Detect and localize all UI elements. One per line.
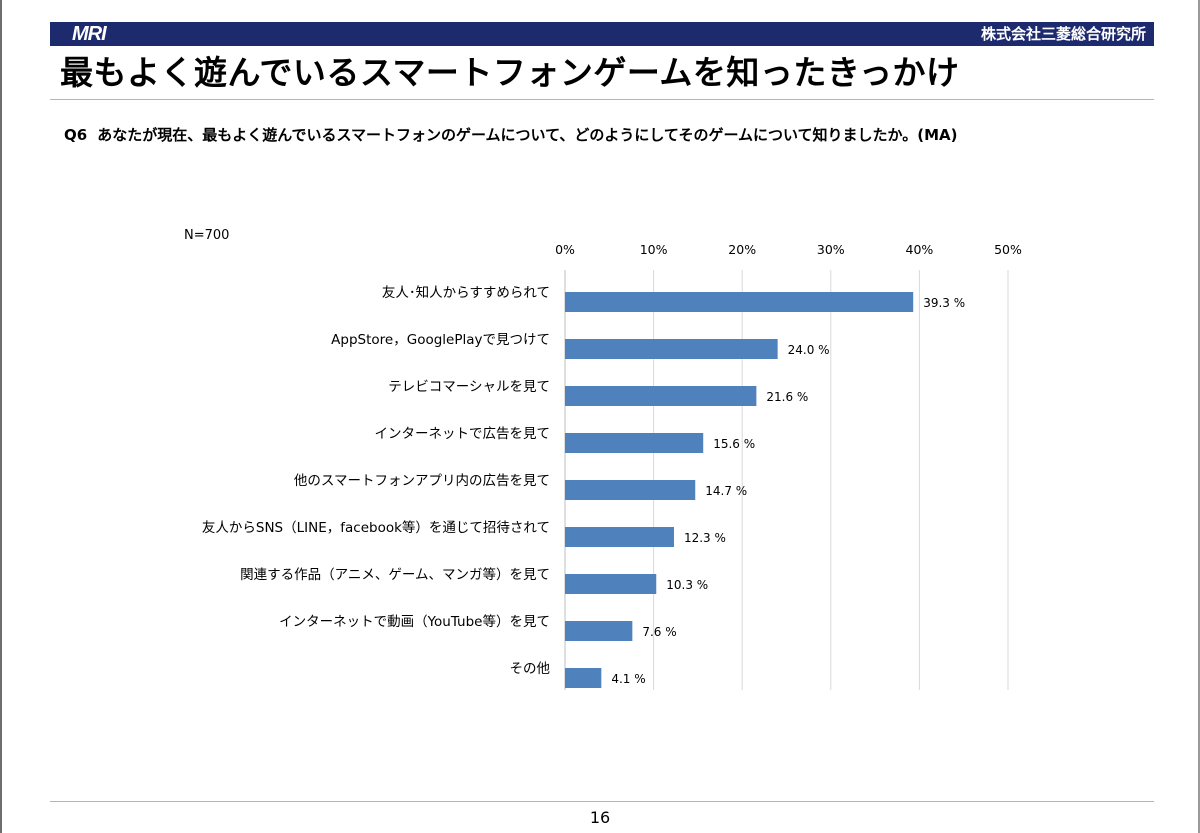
question-number: Q6 bbox=[64, 126, 88, 144]
bar bbox=[565, 480, 696, 500]
bar bbox=[565, 433, 704, 453]
page-border-right bbox=[1198, 0, 1200, 833]
bar bbox=[565, 339, 778, 359]
category-label: インターネットで動画（YouTube等）を見て bbox=[279, 613, 550, 630]
bar bbox=[565, 574, 657, 594]
company-name: 株式会社三菱総合研究所 bbox=[980, 25, 1146, 43]
question-text: あなたが現在、最もよく遊んでいるスマートフォンのゲームについて、どのようにしてそ… bbox=[97, 126, 958, 144]
value-label: 14.7 % bbox=[705, 484, 747, 498]
bar bbox=[565, 292, 914, 312]
x-tick-label: 20% bbox=[728, 242, 756, 257]
value-label: 39.3 % bbox=[923, 296, 965, 310]
page-border-left bbox=[0, 0, 2, 833]
x-tick-label: 0% bbox=[555, 242, 575, 257]
category-label: インターネットで広告を見て bbox=[375, 426, 551, 442]
footer-divider bbox=[50, 801, 1154, 802]
bar bbox=[565, 621, 633, 641]
category-label: 友人･知人からすすめられて bbox=[382, 284, 550, 301]
value-label: 4.1 % bbox=[611, 672, 645, 686]
value-label: 12.3 % bbox=[684, 531, 726, 545]
mri-logo: MRI bbox=[72, 23, 107, 45]
category-label: 友人からSNS（LINE，facebook等）を通じて招待されて bbox=[202, 519, 550, 536]
header-bar: MRI 株式会社三菱総合研究所 bbox=[50, 22, 1154, 46]
x-tick-label: 10% bbox=[640, 242, 668, 257]
category-label: AppStore，GooglePlayで見つけて bbox=[331, 332, 550, 348]
category-label: その他 bbox=[510, 661, 551, 677]
x-tick-label: 50% bbox=[994, 242, 1022, 257]
x-tick-label: 30% bbox=[817, 242, 845, 257]
page-number: 16 bbox=[589, 808, 611, 827]
category-label: テレビコマーシャルを見て bbox=[388, 379, 550, 395]
category-label: 関連する作品（アニメ、ゲーム、マンガ等）を見て bbox=[240, 566, 550, 583]
bar bbox=[565, 668, 602, 688]
category-label: 他のスマートフォンアプリ内の広告を見て bbox=[294, 473, 550, 489]
value-label: 7.6 % bbox=[642, 625, 676, 639]
page-title: 最もよく遊んでいるスマートフォンゲームを知ったきっかけ bbox=[60, 53, 960, 92]
bar bbox=[565, 386, 757, 406]
value-label: 10.3 % bbox=[666, 578, 708, 592]
question-line: Q6 あなたが現在、最もよく遊んでいるスマートフォンのゲームについて、どのようにし… bbox=[64, 125, 958, 145]
bar bbox=[565, 527, 674, 547]
value-label: 21.6 % bbox=[766, 390, 808, 404]
title-divider bbox=[50, 99, 1154, 100]
value-label: 24.0 % bbox=[788, 343, 830, 357]
sample-size-label: N=700 bbox=[184, 228, 229, 243]
value-label: 15.6 % bbox=[713, 437, 755, 451]
x-tick-label: 40% bbox=[906, 242, 934, 257]
